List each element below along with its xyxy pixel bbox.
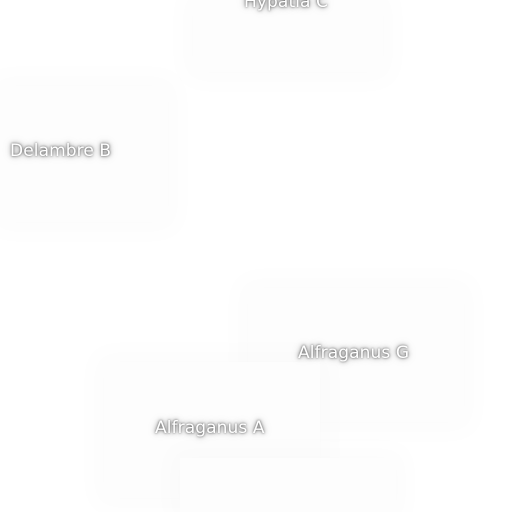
map-label-delambre-b[interactable]: Delambre B [10, 141, 112, 161]
map-label-alfraganus-a[interactable]: Alfraganus A [155, 418, 265, 438]
label-tile [0, 86, 168, 222]
map-label-hypatia-c[interactable]: Hypatia C [244, 0, 329, 12]
label-tile [193, 0, 383, 72]
map-label-alfraganus-g[interactable]: Alfraganus G [298, 343, 410, 363]
label-tile [180, 458, 396, 512]
